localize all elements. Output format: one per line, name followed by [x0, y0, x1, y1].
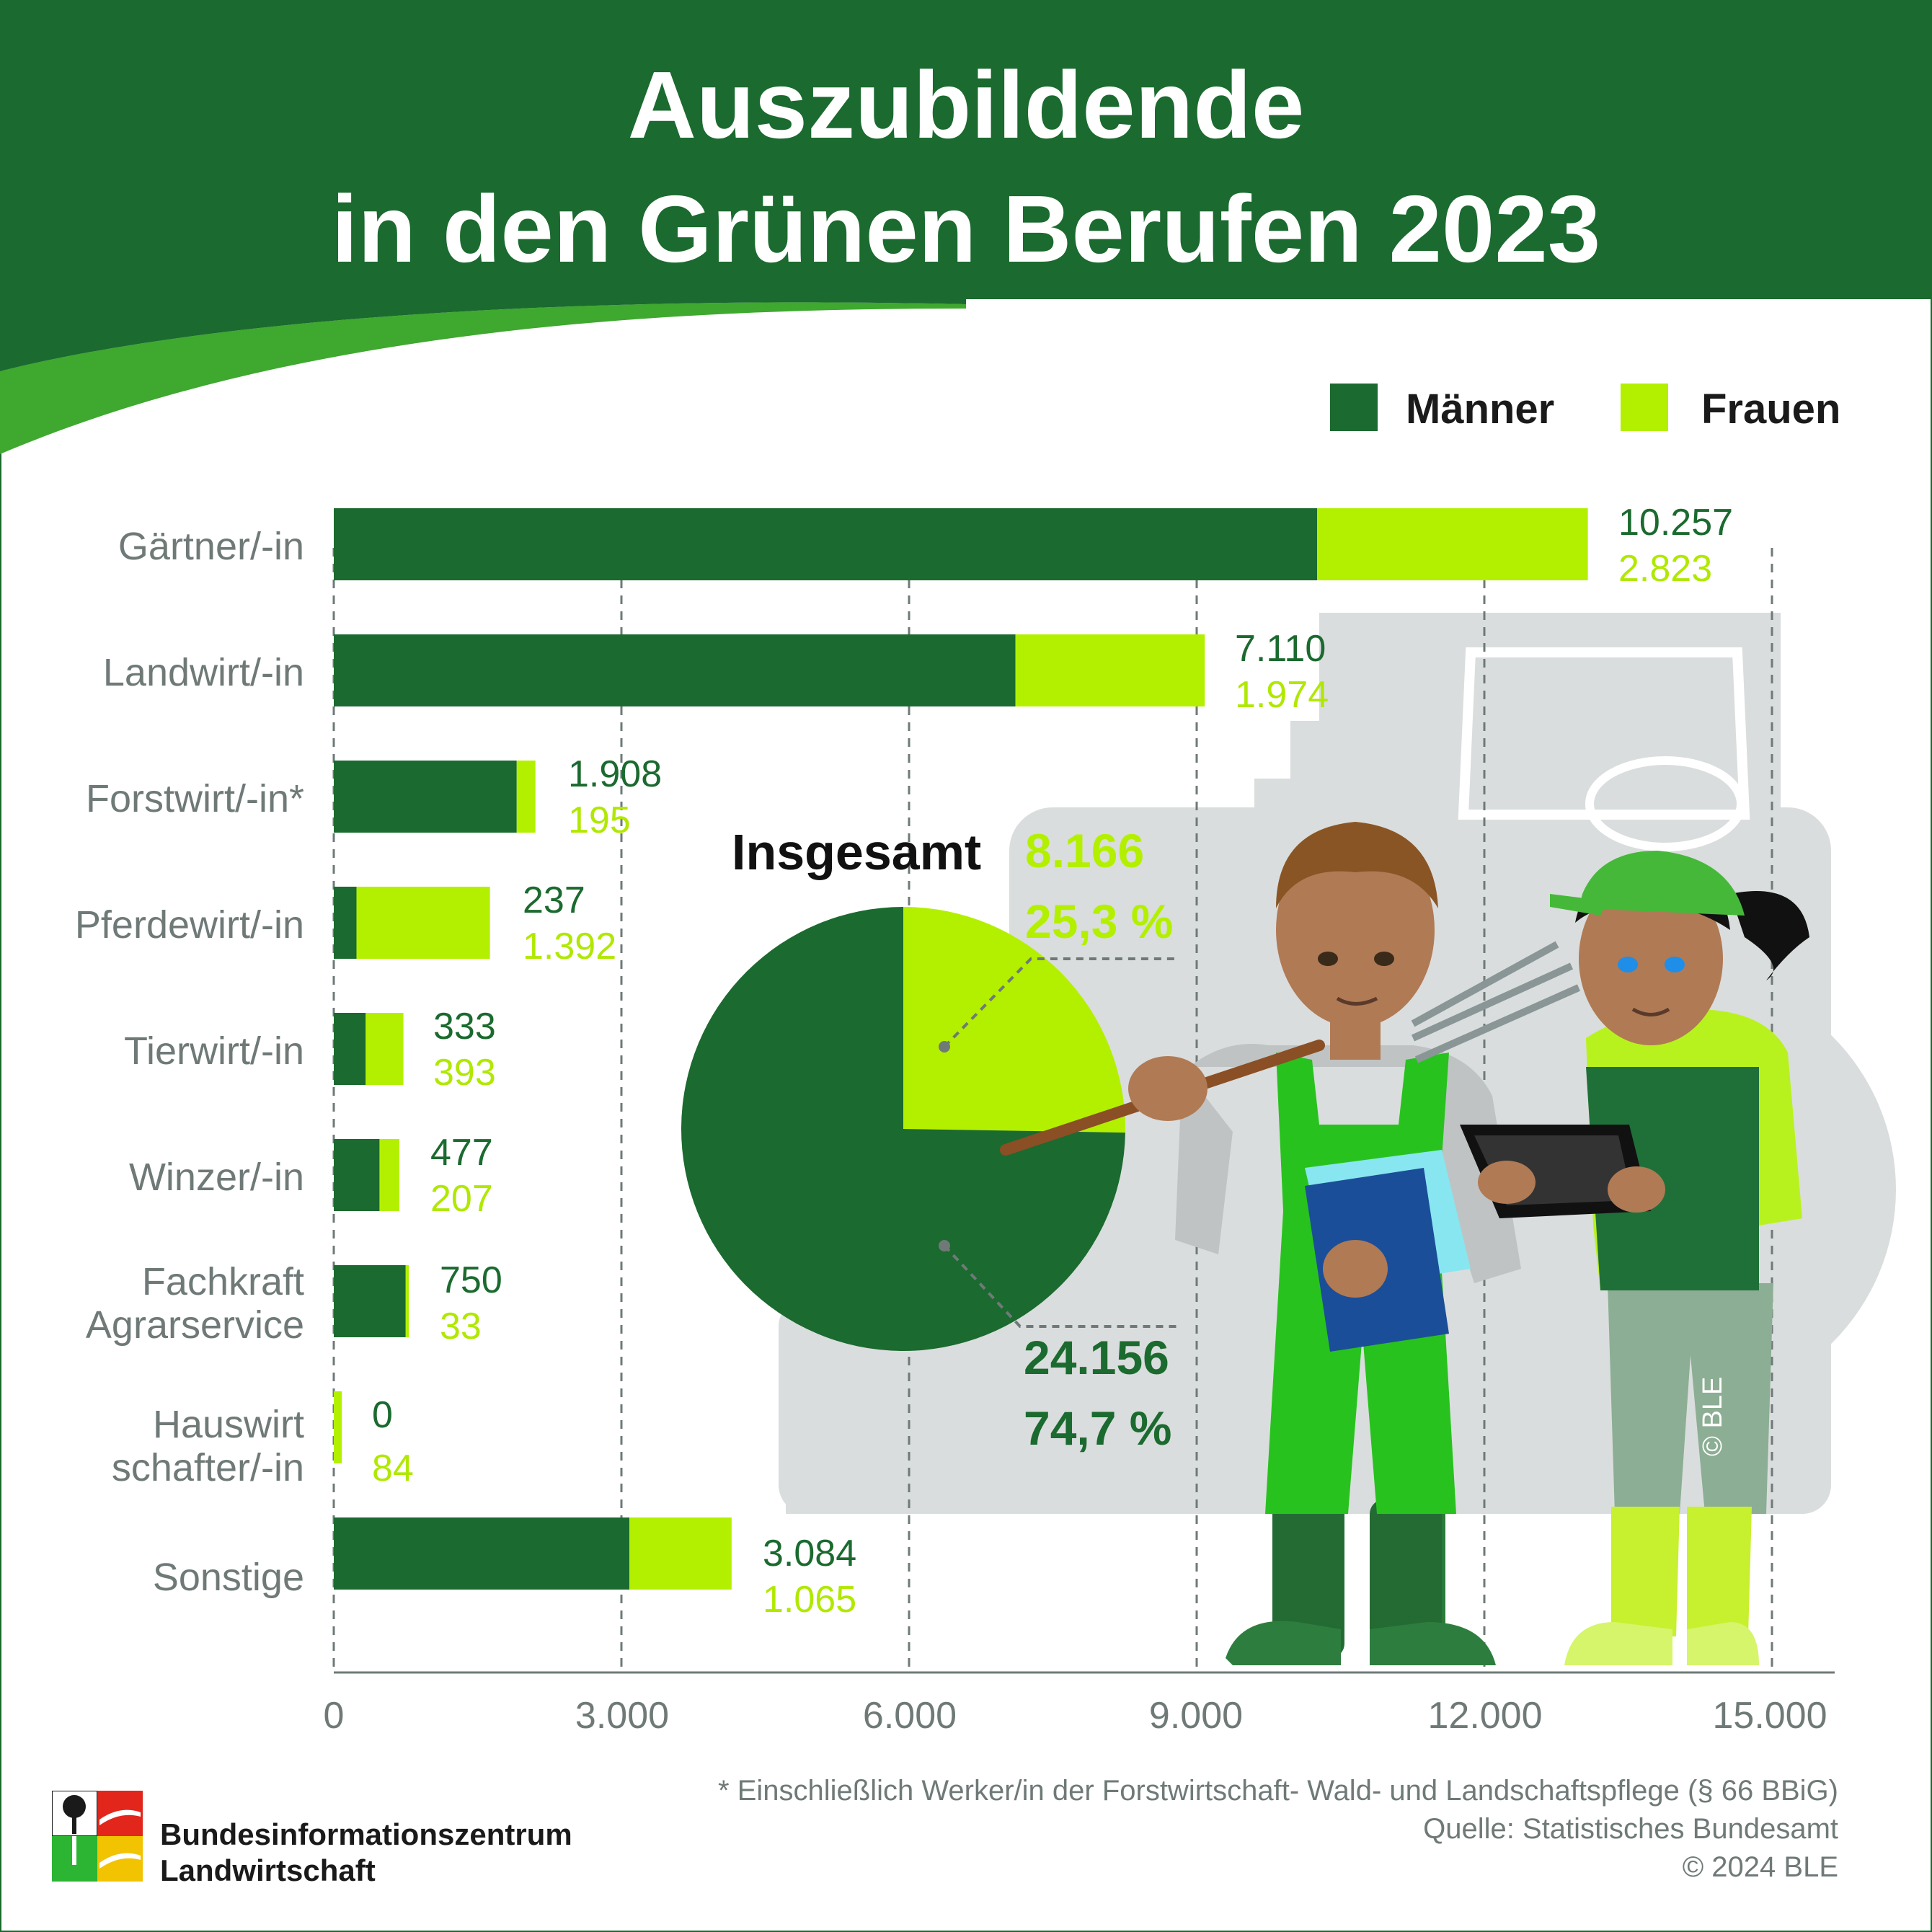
value-label-women: 195: [568, 799, 631, 841]
value-label-women: 1.974: [1235, 674, 1329, 716]
pie-dot-women: [939, 1041, 950, 1053]
tractor-steering: [1585, 756, 1745, 851]
category-label-winzer: Winzer/-in: [128, 1156, 304, 1199]
female-farmer-illustration: [1460, 851, 1809, 1665]
pie-label-men-value: 24.156: [1024, 1331, 1169, 1384]
header-banner: [0, 0, 1932, 299]
x-tick-label: 15.000: [1712, 1695, 1827, 1737]
legend-swatch-women: [1621, 384, 1668, 431]
category-label-sonstige: Sonstige: [152, 1556, 304, 1599]
x-tick-label: 3.000: [575, 1695, 670, 1737]
value-label-men: 7.110: [1235, 628, 1326, 670]
legend-label-women: Frauen: [1701, 386, 1841, 433]
x-tick-label: 12.000: [1427, 1695, 1543, 1737]
value-label-men: 3.084: [763, 1533, 857, 1574]
value-label-men: 237: [523, 879, 585, 921]
category-label-gaertner: Gärtner/-in: [118, 525, 304, 568]
pie-leader-lines: [943, 957, 1179, 1328]
pie-label-women-percent: 25,3 %: [1025, 895, 1174, 948]
header-swoosh: [0, 288, 966, 454]
value-label-men: 477: [430, 1132, 493, 1174]
bar-women: [629, 1517, 732, 1590]
source-note: Quelle: Statistisches Bundesamt: [1423, 1813, 1838, 1845]
pie-dot-men: [939, 1240, 950, 1251]
value-label-men: 0: [372, 1394, 393, 1436]
bzl-logo-icon: [52, 1791, 143, 1882]
org-name-line-1: Bundesinformationszentrum: [160, 1817, 572, 1851]
pie-title: Insgesamt: [732, 824, 982, 880]
value-label-women: 393: [433, 1052, 496, 1094]
bar-men: [334, 761, 517, 833]
category-label-tierwirt: Tierwirt/-in: [124, 1029, 304, 1073]
chart-title: Auszubildende in den Grünen Berufen 2023: [0, 43, 1932, 291]
category-label-hauswirt: Hauswirt schafter/-in: [111, 1403, 304, 1489]
bar-men: [334, 634, 1016, 706]
pie-slice-women: [903, 907, 1125, 1133]
value-label-men: 333: [433, 1006, 496, 1047]
x-tick-label: 6.000: [862, 1695, 957, 1737]
bar-women: [365, 1013, 404, 1085]
org-name-line-2: Landwirtschaft: [160, 1853, 376, 1887]
bar-women: [516, 761, 536, 833]
value-label-women: 207: [430, 1178, 493, 1220]
value-label-women: 2.823: [1618, 548, 1713, 590]
bar-men: [334, 1013, 366, 1085]
value-label-men: 1.908: [568, 753, 663, 795]
value-label-women: 33: [440, 1306, 482, 1347]
value-label-men: 10.257: [1618, 502, 1734, 544]
category-label-forstwirt: Forstwirt/-in*: [85, 777, 304, 820]
legend-label-men: Männer: [1406, 386, 1555, 433]
bar-women: [334, 1391, 342, 1463]
bar-men: [334, 887, 357, 959]
bar-women: [1317, 508, 1588, 580]
x-tick-label: 0: [323, 1695, 345, 1737]
bar-men: [334, 1517, 630, 1590]
pie-label-men-percent: 74,7 %: [1024, 1401, 1172, 1455]
title-line-1: Auszubildende: [627, 52, 1305, 158]
pie-label-women-value: 8.166: [1025, 824, 1145, 877]
bar-women: [356, 887, 490, 959]
male-farmer-illustration: [1000, 822, 1581, 1665]
category-label-fachkraft: Fachkraft Agrarservice: [85, 1260, 304, 1347]
title-line-2: in den Grünen Berufen 2023: [331, 176, 1601, 282]
tractor-window: [1458, 647, 1750, 820]
org-name: Bundesinformationszentrum Landwirtschaft: [160, 1817, 572, 1889]
pie-slice-men: [681, 907, 1125, 1352]
value-label-women: 1.065: [763, 1579, 857, 1621]
category-label-pferdewirt: Pferdewirt/-in: [74, 903, 304, 947]
value-label-men: 750: [440, 1259, 502, 1301]
bar-women: [379, 1139, 399, 1211]
bar-women: [405, 1265, 409, 1337]
footnote: * Einschließlich Werker/in der Forstwirt…: [718, 1775, 1838, 1807]
bar-women: [1015, 634, 1205, 706]
value-label-women: 1.392: [523, 926, 617, 967]
bars-group: [334, 508, 1588, 1590]
legend-swatch-men: [1330, 384, 1378, 431]
x-tick-label: 9.000: [1148, 1695, 1244, 1737]
bar-men: [334, 1139, 380, 1211]
watermark: © BLE: [1698, 1376, 1728, 1456]
value-label-women: 84: [372, 1448, 414, 1489]
copyright-note: © 2024 BLE: [1682, 1851, 1838, 1883]
bar-men: [334, 1265, 406, 1337]
bar-men: [334, 508, 1318, 580]
category-label-landwirt: Landwirt/-in: [102, 651, 304, 694]
pie-chart: [681, 907, 1125, 1352]
